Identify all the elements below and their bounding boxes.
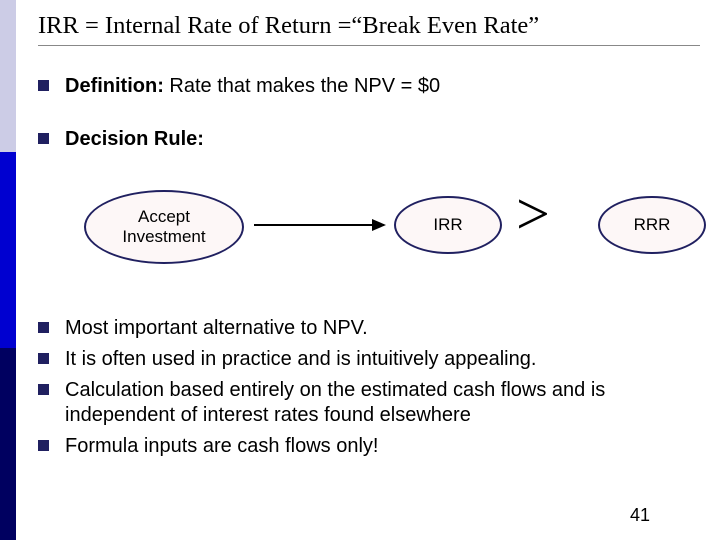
greater-than-symbol: > — [516, 180, 550, 249]
bullet-icon — [38, 440, 49, 451]
decision-rule-label: Decision Rule: — [65, 127, 204, 152]
oval1-line2: Investment — [122, 227, 205, 247]
bullet-text: Definition: Rate that makes the NPV = $0 — [65, 74, 440, 99]
bullet-text: It is often used in practice and is intu… — [65, 347, 536, 372]
bullet-definition: Definition: Rate that makes the NPV = $0 — [38, 74, 700, 99]
bullet-icon — [38, 133, 49, 144]
arrow-icon — [254, 224, 384, 226]
oval1-line1: Accept — [122, 207, 205, 227]
bullet-text: Calculation based entirely on the estima… — [65, 378, 700, 428]
sidebar-stripe — [0, 0, 16, 540]
oval-rrr: RRR — [598, 196, 706, 254]
slide-content: IRR = Internal Rate of Return =“Break Ev… — [16, 0, 720, 540]
decision-diagram: Accept Investment IRR > RRR — [38, 180, 700, 290]
lower-bullets: Most important alternative to NPV. It is… — [38, 316, 700, 459]
sidebar-stripe-mid — [0, 152, 16, 348]
bullet-text: Formula inputs are cash flows only! — [65, 434, 378, 459]
bullet-icon — [38, 80, 49, 91]
bullet-decision-rule: Decision Rule: — [38, 127, 700, 152]
definition-label: Definition: — [65, 75, 164, 97]
list-item: Calculation based entirely on the estima… — [38, 378, 700, 428]
bullet-icon — [38, 322, 49, 333]
slide-title: IRR = Internal Rate of Return =“Break Ev… — [38, 12, 700, 46]
oval-accept-investment: Accept Investment — [84, 190, 244, 264]
list-item: Most important alternative to NPV. — [38, 316, 700, 341]
bullet-text: Most important alternative to NPV. — [65, 316, 368, 341]
definition-text: Rate that makes the NPV = $0 — [164, 75, 440, 97]
page-number: 41 — [630, 505, 650, 526]
sidebar-stripe-top — [0, 0, 16, 152]
list-item: It is often used in practice and is intu… — [38, 347, 700, 372]
bullet-icon — [38, 384, 49, 395]
list-item: Formula inputs are cash flows only! — [38, 434, 700, 459]
bullet-icon — [38, 353, 49, 364]
oval-irr: IRR — [394, 196, 502, 254]
sidebar-stripe-bot — [0, 348, 16, 540]
